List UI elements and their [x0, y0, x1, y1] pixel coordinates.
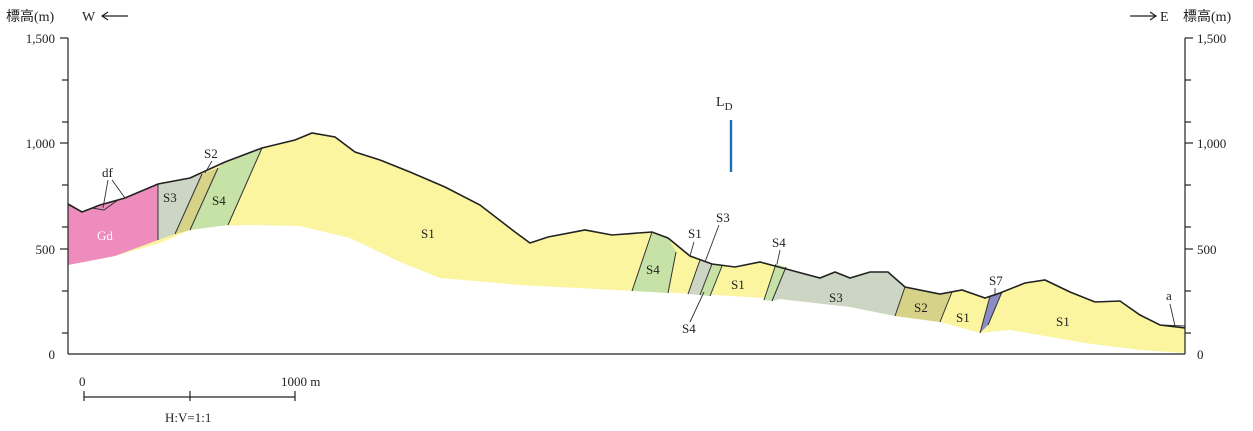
label-s4-west: S4 [212, 193, 226, 208]
unit-s4-sliver-fill [764, 264, 786, 301]
left-tick-1500: 1,500 [26, 31, 55, 46]
left-tick-0: 0 [49, 347, 56, 362]
unit-labels: Gd S3 S2 S4 S1 S4 S1 S3 S4 S4 S1 S3 S2 S… [97, 146, 1172, 336]
left-tick-500: 500 [36, 242, 56, 257]
right-tick-1500: 1,500 [1197, 31, 1226, 46]
ground-surface-line [67, 132, 1186, 329]
label-s1-main: S1 [421, 226, 435, 241]
unit-s7-fill [980, 292, 1002, 333]
unit-gd-fill [68, 184, 158, 265]
ld-label: LD [716, 95, 733, 113]
unit-s4-mid2-fill [700, 264, 722, 296]
scale-bar: 0 1000 m H:V=1:1 [79, 374, 320, 425]
east-direction-label: E [1160, 10, 1169, 25]
unit-s3-mid-fill [688, 260, 712, 295]
label-a: a [1166, 288, 1172, 303]
left-elevation-labels: 1,500 1,000 500 0 [26, 31, 55, 362]
label-s4-lower: S4 [682, 321, 696, 336]
unit-s2-east-fill [895, 287, 952, 322]
west-direction-label: W [82, 10, 96, 25]
left-tick-1000: 1,000 [26, 136, 55, 151]
unit-s3-east-fill [772, 267, 905, 316]
label-s2-west: S2 [204, 146, 218, 161]
label-gd: Gd [97, 228, 113, 243]
axes-frame [60, 37, 1193, 355]
label-df: df [102, 165, 114, 180]
scale-ratio-label: H:V=1:1 [165, 410, 211, 425]
label-s3-east: S3 [829, 290, 843, 305]
unit-s4-west-fill [190, 148, 262, 230]
scale-end-label: 1000 m [281, 374, 320, 389]
west-arrow-icon [100, 11, 128, 21]
left-elevation-unit: 標高(m) [6, 8, 55, 25]
unit-s3-west-fill [158, 174, 202, 240]
right-tick-1000: 1,000 [1197, 136, 1226, 151]
label-s4-upper: S4 [772, 235, 786, 250]
scale-start-label: 0 [79, 374, 86, 389]
right-elevation-labels: 1,500 1,000 500 0 [1197, 31, 1226, 362]
unit-s2-west-fill [175, 168, 218, 234]
ld-marker: LD [716, 95, 733, 172]
unit-s4-mid-fill [632, 232, 676, 293]
label-s3-mid: S3 [716, 210, 730, 225]
label-s1-east: S1 [956, 310, 970, 325]
label-s4-mid: S4 [646, 262, 660, 277]
label-s2-east: S2 [914, 300, 928, 315]
right-tick-0: 0 [1197, 347, 1204, 362]
right-tick-500: 500 [1197, 242, 1217, 257]
label-s1-far-east: S1 [1056, 314, 1070, 329]
geologic-units [68, 133, 1185, 353]
label-s1-mid: S1 [688, 226, 702, 241]
east-arrow-icon [1130, 11, 1158, 21]
label-s3-west: S3 [163, 190, 177, 205]
label-s1-center: S1 [731, 277, 745, 292]
right-elevation-unit: 標高(m) [1183, 8, 1232, 25]
label-s7: S7 [989, 273, 1003, 288]
leader-lines [102, 160, 1176, 327]
